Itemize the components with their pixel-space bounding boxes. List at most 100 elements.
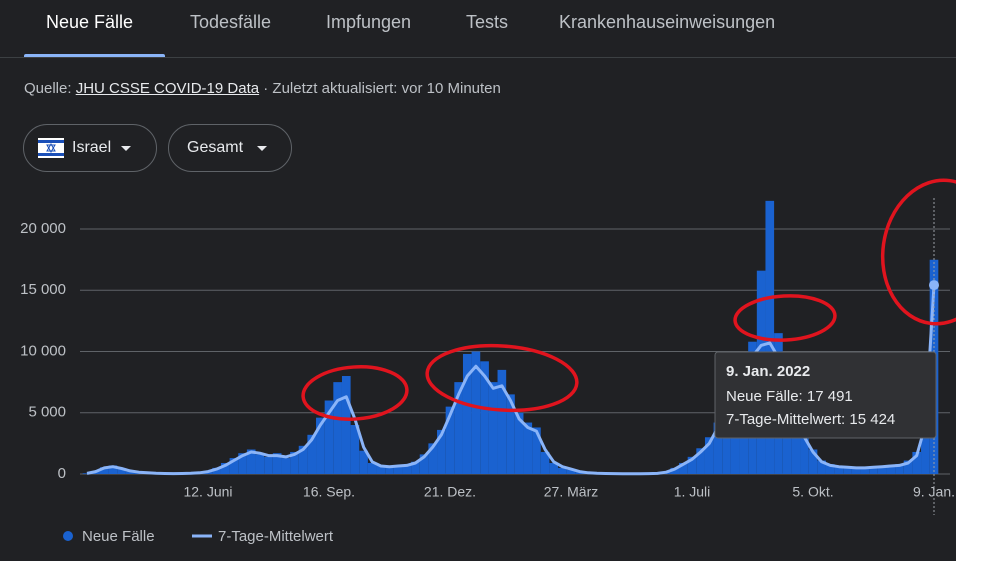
x-tick-label: 1. Juli — [674, 484, 711, 500]
bar — [316, 417, 325, 474]
y-tick-label: 5 000 — [28, 404, 66, 421]
x-tick-label: 16. Sep. — [303, 484, 355, 500]
bar — [523, 422, 533, 474]
tab[interactable]: Tests — [466, 12, 509, 32]
bar — [566, 469, 576, 474]
bar — [497, 369, 507, 474]
annotation-circle — [425, 343, 579, 413]
bar — [834, 466, 844, 474]
bar — [99, 467, 109, 474]
legend-label: 7-Tage-Mittelwert — [218, 528, 334, 545]
bar — [713, 422, 723, 474]
app: Neue Fälle Todesfälle Impfungen Tests Kr… — [0, 0, 956, 561]
bar — [419, 454, 429, 474]
tab-indicator — [24, 54, 165, 57]
bar — [108, 465, 118, 474]
bar — [402, 464, 412, 474]
tab[interactable]: Impfungen — [326, 12, 412, 32]
tooltip: 9. Jan. 2022 Neue Fälle: 17 491 7-Tage-Mit… — [714, 351, 937, 439]
bar — [540, 451, 550, 474]
legend-swatch — [63, 531, 73, 541]
bar — [687, 456, 697, 474]
scope-label: Gesamt — [187, 139, 244, 156]
bar — [264, 456, 273, 474]
bar — [255, 454, 265, 474]
source-suffix: · Zuletzt aktualisiert: vor 10 Minuten — [263, 80, 501, 97]
bar — [532, 427, 541, 474]
source-prefix: Quelle: — [24, 80, 72, 97]
x-tick-label: 27. März — [544, 484, 598, 500]
bar — [480, 361, 489, 474]
bar — [411, 461, 420, 474]
bar — [886, 465, 896, 474]
bar — [281, 458, 291, 474]
bar — [117, 469, 126, 474]
bar — [333, 382, 342, 474]
bar — [341, 376, 351, 474]
bar — [238, 453, 247, 474]
bar — [229, 458, 239, 474]
bar — [350, 425, 360, 474]
bar — [437, 429, 446, 474]
bar — [462, 353, 472, 474]
bar — [212, 467, 221, 474]
dropdown-caret — [257, 145, 268, 151]
bar — [558, 467, 567, 474]
bar — [82, 473, 92, 474]
bar — [367, 462, 377, 474]
bar — [376, 465, 386, 474]
x-tick-label: 21. Dez. — [424, 484, 476, 500]
scope-filter[interactable]: Gesamt — [168, 124, 292, 172]
divider — [0, 57, 956, 58]
bar — [549, 462, 559, 474]
tooltip-line: 7-Tage-Mittelwert: 15 424 — [726, 411, 895, 428]
dropdown-caret — [121, 145, 132, 151]
bar — [298, 445, 308, 474]
bar — [324, 400, 334, 474]
bar — [670, 467, 680, 474]
bar — [125, 471, 135, 474]
country-filter[interactable]: Israel — [23, 124, 157, 172]
bar — [696, 448, 705, 474]
x-tick-label: 12. Juni — [183, 484, 232, 500]
bar — [385, 467, 394, 474]
bar — [679, 462, 688, 474]
chart: 0 5 000 10 000 15 000 20 000 12. Juni 16. Sep.… — [20, 178, 956, 545]
y-tick-label: 20 000 — [20, 220, 66, 237]
annotation-circle — [301, 365, 409, 421]
legend-label: Neue Fälle — [82, 528, 155, 545]
bar — [393, 465, 403, 474]
bar — [428, 443, 438, 474]
tab[interactable]: Todesfälle — [190, 12, 272, 32]
bar — [704, 437, 714, 474]
bar — [921, 412, 930, 474]
bar — [791, 406, 801, 474]
bar — [220, 462, 230, 474]
flag — [38, 138, 64, 158]
bar — [903, 460, 913, 474]
bar — [860, 467, 870, 474]
tooltip-line: Neue Fälle: 17 491 — [726, 388, 853, 405]
tooltip-title: 9. Jan. 2022 — [726, 363, 810, 380]
annotation-circle — [733, 294, 837, 342]
bar — [912, 451, 922, 474]
bar — [454, 382, 463, 474]
tooltip-box — [714, 351, 937, 439]
bar — [359, 450, 368, 474]
bar — [869, 466, 878, 474]
bar — [506, 394, 515, 474]
bar — [808, 449, 818, 474]
bar — [800, 434, 809, 474]
bar — [825, 464, 835, 474]
bar — [843, 466, 852, 474]
tab[interactable]: Neue Fälle — [46, 12, 134, 32]
bar — [817, 460, 826, 474]
tab[interactable]: Krankenhauseinweisungen — [559, 12, 776, 32]
source-line: Quelle: JHU CSSE COVID-19 Data · Zuletzt… — [24, 80, 501, 97]
source-link[interactable]: JHU CSSE COVID-19 Data — [75, 80, 260, 97]
bar — [514, 412, 524, 474]
x-tick-label: 5. Okt. — [792, 484, 833, 500]
bar — [895, 464, 904, 474]
bar — [246, 449, 256, 474]
annotation-circle — [880, 178, 956, 326]
